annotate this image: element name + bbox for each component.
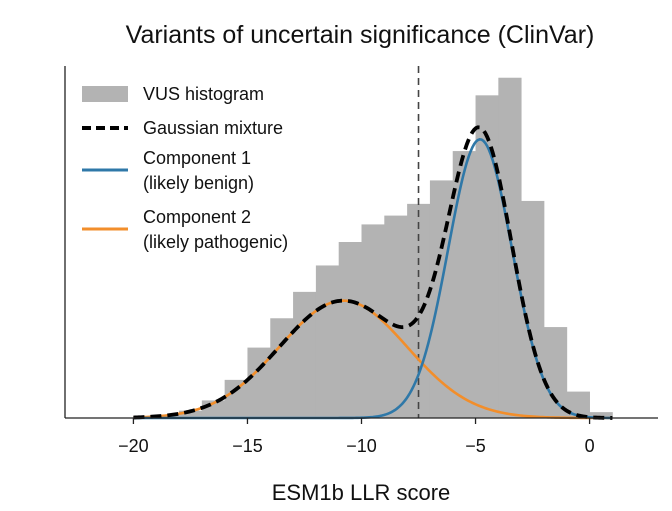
legend-histogram-label: VUS histogram [143,84,264,104]
legend-histogram-swatch [82,86,128,102]
x-tick-label: −20 [118,436,149,456]
chart-title: Variants of uncertain significance (Clin… [126,21,595,49]
histogram-bar [384,215,408,418]
histogram-bar [452,151,476,419]
legend-component1-label: Component 1 [143,148,251,168]
histogram-bar [270,318,294,418]
x-axis-label: ESM1b LLR score [272,480,451,505]
histogram-bar [224,379,248,418]
x-tick-label: −5 [465,436,486,456]
x-tick-label: 0 [585,436,595,456]
legend-component2-label: Component 2 [143,207,251,227]
histogram-bar [429,180,454,418]
histogram-bar [315,265,340,418]
histogram-bar [361,224,385,418]
histogram-bar [179,410,203,418]
x-ticks: −20 −15 −10 −5 0 [118,418,595,456]
x-tick-label: −15 [232,436,263,456]
histogram-bar [589,412,613,418]
gaussian-mixture-curve [133,125,613,420]
histogram-bar [338,242,362,418]
histogram-bar [475,95,499,418]
legend-component1-sublabel: (likely benign) [143,173,254,193]
legend: VUS histogram Gaussian mixture Component… [82,84,288,252]
histogram-bar [247,347,271,418]
legend-mixture-label: Gaussian mixture [143,118,283,138]
legend-component2-sublabel: (likely pathogenic) [143,232,288,252]
x-tick-label: −10 [346,436,377,456]
histogram-bar [566,391,590,418]
histogram-bar [293,291,317,418]
histogram-bar [543,327,568,418]
histogram-bar [498,77,522,418]
